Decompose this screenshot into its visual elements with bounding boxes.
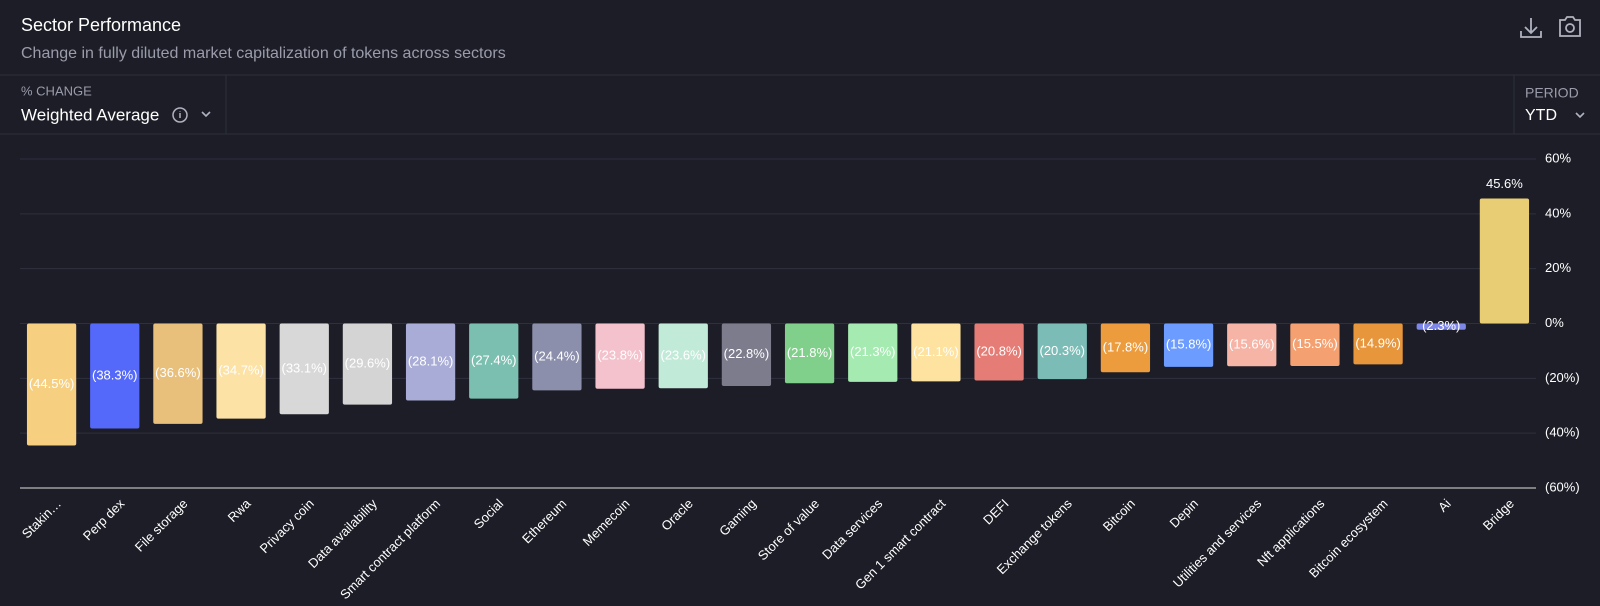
- bar: [26, 323, 77, 446]
- bar: [911, 323, 961, 382]
- value-label: (14.9%): [1355, 335, 1401, 350]
- download-icon[interactable]: [1520, 18, 1542, 38]
- value-label: (29.6%): [345, 356, 391, 371]
- value-label: (24.4%): [534, 348, 580, 363]
- bar: [784, 323, 835, 384]
- value-label: (23.8%): [597, 348, 643, 363]
- bar: [1100, 323, 1151, 373]
- value-label: (21.1%): [913, 344, 959, 359]
- value-label: (23.6%): [660, 347, 706, 362]
- metric-value: Weighted Average: [21, 105, 159, 124]
- bar: [532, 323, 582, 391]
- y-tick-label: 20%: [1545, 260, 1571, 275]
- value-label: (22.8%): [724, 346, 770, 361]
- title: Sector Performance: [21, 15, 181, 35]
- value-label: (20.8%): [976, 343, 1022, 358]
- camera-icon[interactable]: [1559, 16, 1581, 37]
- value-label: (27.4%): [471, 352, 517, 367]
- bar: [405, 323, 456, 401]
- value-label: (33.1%): [281, 360, 327, 375]
- y-tick-label: 0%: [1545, 315, 1564, 330]
- bar: [1037, 323, 1087, 380]
- bar: [153, 323, 203, 424]
- value-label: (15.8%): [1166, 337, 1212, 352]
- period-dropdown[interactable]: YTD: [1525, 107, 1585, 124]
- y-tick-label: (20%): [1545, 370, 1580, 385]
- period-value: YTD: [1525, 107, 1557, 124]
- bar: [342, 323, 393, 405]
- bar: [1416, 323, 1466, 330]
- value-label: (15.6%): [1229, 336, 1275, 351]
- value-label: (17.8%): [1103, 339, 1149, 354]
- y-tick-label: (40%): [1545, 425, 1580, 440]
- value-label: (36.6%): [155, 365, 201, 380]
- value-label: (38.3%): [92, 367, 138, 382]
- bar: [595, 323, 645, 389]
- value-label: (28.1%): [408, 353, 454, 368]
- y-tick-label: (60%): [1545, 479, 1580, 494]
- bar: [848, 323, 898, 382]
- y-tick-label: 40%: [1545, 205, 1571, 220]
- y-tick-label: 60%: [1545, 150, 1571, 165]
- bar: [1227, 323, 1277, 367]
- bar: [1163, 323, 1214, 367]
- value-label: (44.5%): [29, 376, 75, 391]
- bar: [1353, 323, 1403, 365]
- value-label: (34.7%): [218, 363, 264, 378]
- chevron: [1575, 112, 1585, 119]
- value-label: (21.3%): [850, 344, 896, 359]
- chevron: [201, 111, 211, 118]
- bar: [658, 323, 708, 389]
- bar: [216, 323, 266, 419]
- bar: [974, 323, 1024, 381]
- metric-dropdown[interactable]: Weighted Average: [21, 105, 211, 124]
- bar: [721, 323, 772, 387]
- value-label: (2.3%): [1422, 318, 1460, 333]
- subtitle: Change in fully diluted market capitaliz…: [21, 45, 506, 62]
- bar: [90, 323, 140, 429]
- bar: [1290, 323, 1340, 366]
- value-label: (15.5%): [1292, 336, 1338, 351]
- value-label: (20.3%): [1039, 343, 1085, 358]
- bar: [469, 323, 519, 399]
- metric-label: % CHANGE: [21, 83, 92, 98]
- bar: [279, 323, 329, 415]
- bar: [1479, 198, 1530, 324]
- value-label: 45.6%: [1486, 176, 1523, 191]
- period-label: PERIOD: [1525, 85, 1579, 101]
- info-icon[interactable]: [172, 107, 188, 123]
- value-label: (21.8%): [787, 345, 833, 360]
